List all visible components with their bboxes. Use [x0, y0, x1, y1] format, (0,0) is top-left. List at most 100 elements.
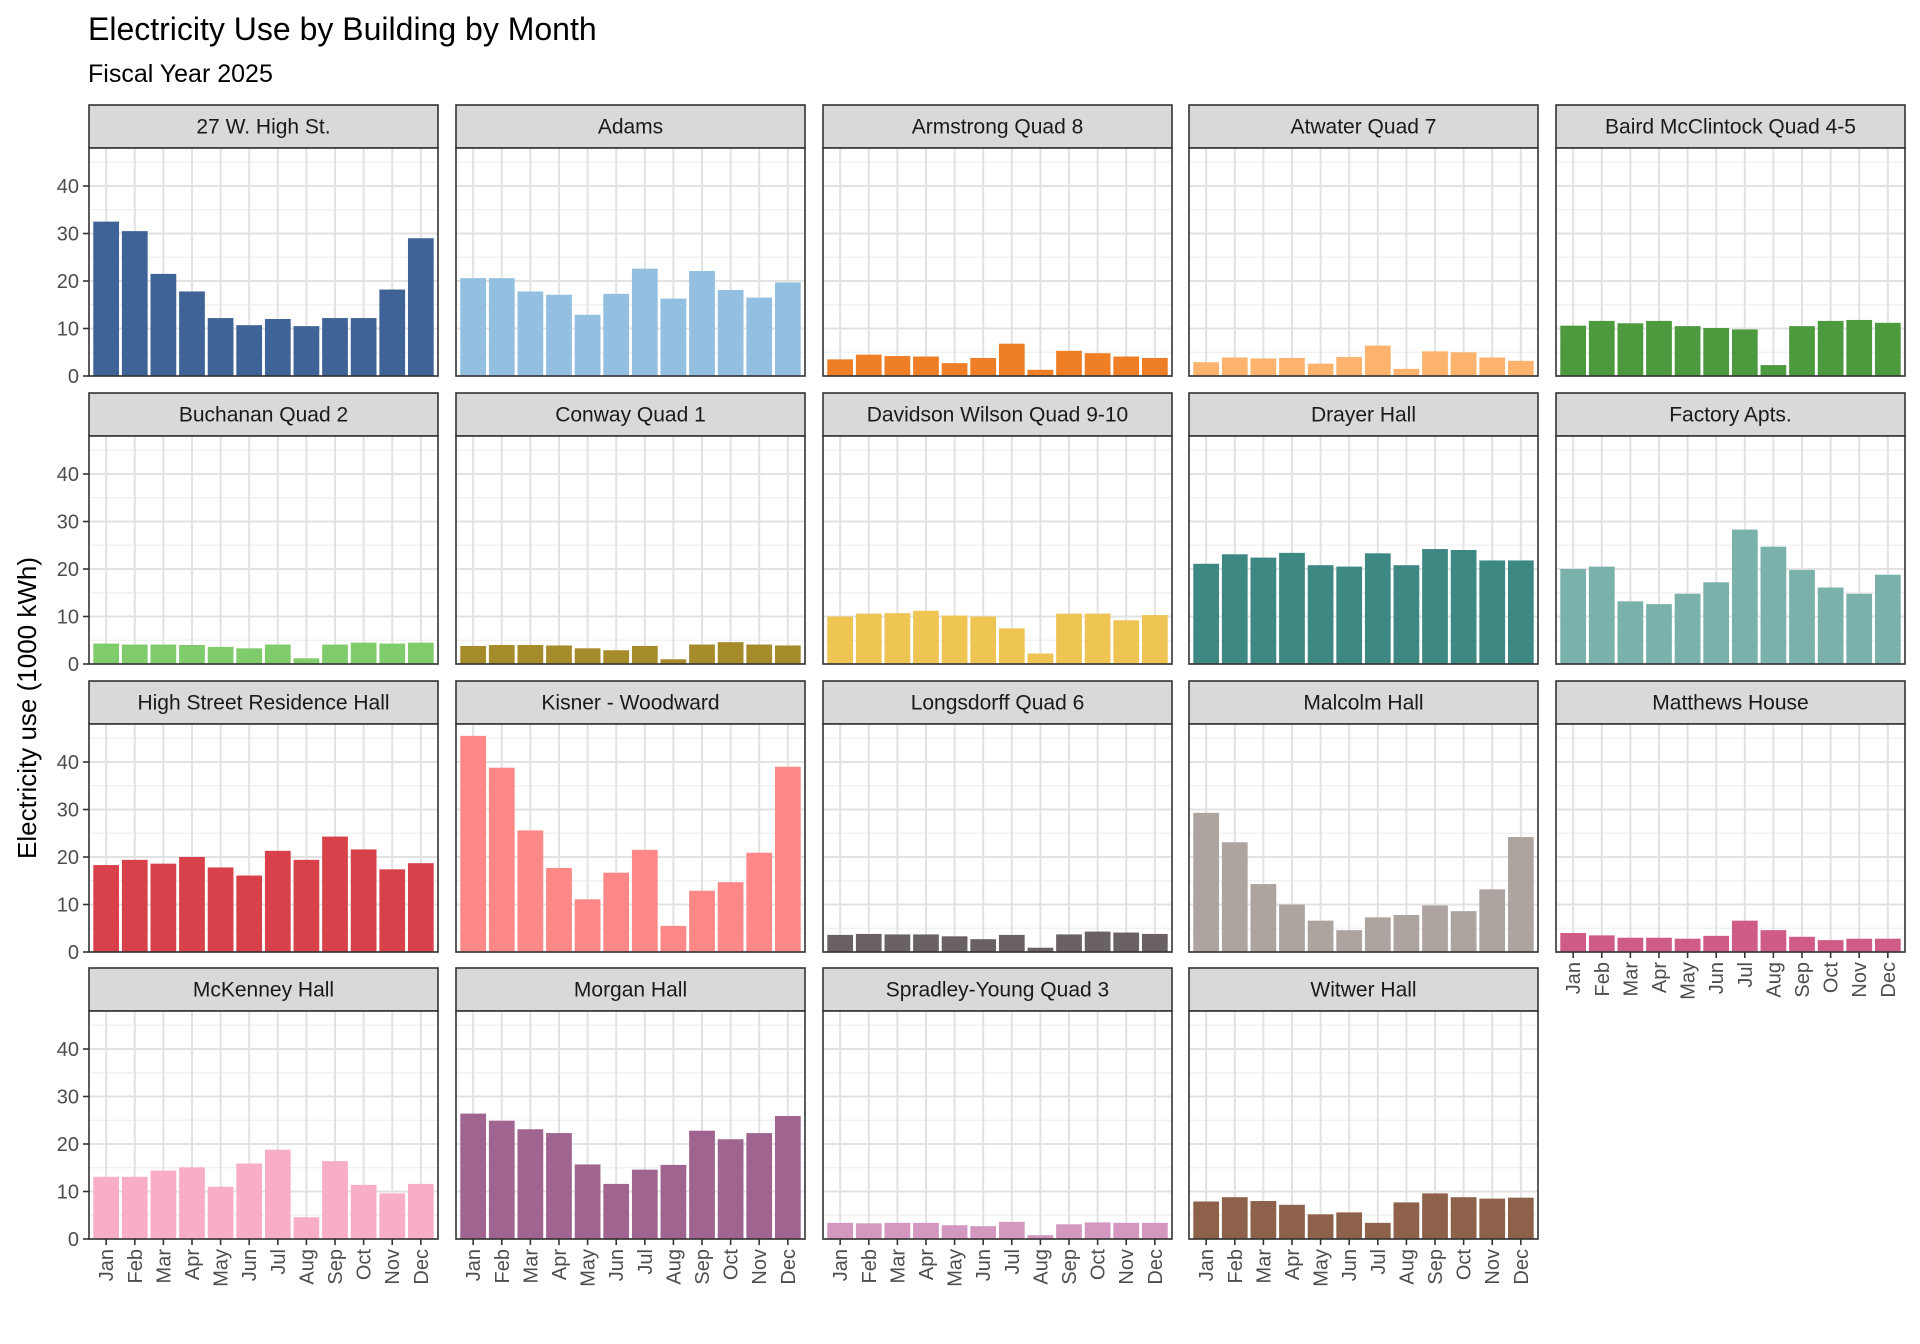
bar-witwer-hall-nov	[1479, 1198, 1506, 1239]
bar-kisner-woodward-feb	[488, 767, 515, 952]
facet-panel-high-street-residence-hall: High Street Residence Hall 0 10 20 30 40	[57, 680, 439, 964]
bar-matthews-house-may	[1674, 938, 1701, 952]
panel-border	[88, 1010, 439, 1240]
bar-baird-mcclintock-quad-4-5-apr	[1646, 320, 1672, 376]
panel-border	[822, 435, 1173, 665]
bar-witwer-hall-jul	[1364, 1222, 1391, 1239]
bar-factory-apts-nov	[1846, 593, 1873, 664]
facet-panel-conway-quad-1: Conway Quad 1	[455, 392, 806, 665]
x-tick-label: Dec	[1878, 962, 1900, 998]
bar-longsdorff-quad-6-nov	[1113, 932, 1140, 952]
bar-morgan-hall-apr	[546, 1133, 572, 1239]
bar-longsdorff-quad-6-apr	[913, 934, 939, 952]
facet-panel-matthews-house: Matthews House Jan Feb Mar Apr May Jun Jul Aug Se…	[1555, 680, 1906, 1000]
panel-border	[88, 435, 439, 665]
bar-atwater-quad-7-apr	[1279, 357, 1305, 376]
bar-matthews-house-nov	[1846, 938, 1873, 952]
y-tick-label: 20	[57, 271, 79, 293]
bar-27-w-high-st-dec	[407, 238, 434, 376]
panel-background	[1556, 724, 1905, 952]
bar-baird-mcclintock-quad-4-5-sep	[1789, 326, 1815, 376]
bar-longsdorff-quad-6-oct	[1084, 931, 1111, 952]
x-tick-label: Feb	[859, 1249, 881, 1283]
bar-high-street-residence-hall-may	[207, 867, 234, 952]
bar-27-w-high-st-may	[207, 318, 234, 376]
panel-border	[822, 1010, 1173, 1240]
bar-adams-dec	[774, 282, 801, 376]
bar-morgan-hall-dec	[774, 1115, 801, 1239]
facet-panel-kisner-woodward: Kisner - Woodward	[455, 680, 806, 953]
bar-buchanan-quad-2-apr	[179, 645, 205, 664]
bar-factory-apts-jan	[1560, 569, 1587, 664]
y-tick-label: 0	[68, 1229, 79, 1251]
bar-armstrong-quad-8-nov	[1113, 356, 1140, 376]
facet-strip-label: High Street Residence Hall	[137, 692, 389, 715]
facet-panel-davidson-wilson-quad-9-10: Davidson Wilson Quad 9-10	[822, 392, 1173, 665]
y-tick-label: 30	[57, 800, 79, 822]
facet-strip-label: Conway Quad 1	[555, 404, 706, 427]
bar-witwer-hall-apr	[1279, 1204, 1305, 1239]
bar-high-street-residence-hall-sep	[322, 836, 348, 952]
panel-border	[1188, 435, 1539, 665]
facet-panel-drayer-hall: Drayer Hall	[1188, 392, 1539, 665]
x-tick-label: Apr	[1649, 962, 1671, 993]
facet-strip	[1555, 104, 1906, 149]
x-tick-label: Oct	[721, 1249, 743, 1281]
bar-armstrong-quad-8-sep	[1056, 350, 1082, 376]
bar-factory-apts-feb	[1588, 566, 1615, 664]
x-tick-label: Oct	[1088, 1249, 1110, 1281]
x-tick-label: Jun	[1339, 1249, 1361, 1281]
facet-strip-label: Kisner - Woodward	[541, 692, 719, 715]
facet-strip-label: Factory Apts.	[1669, 404, 1792, 427]
bar-adams-sep	[689, 271, 715, 376]
bar-conway-quad-1-jan	[460, 645, 487, 664]
x-tick-label: Sep	[1059, 1249, 1081, 1285]
x-tick-label: Nov	[1116, 1249, 1138, 1285]
panel-border	[822, 723, 1173, 953]
chart-subtitle: Fiscal Year 2025	[88, 60, 273, 88]
bar-malcolm-hall-mar	[1250, 884, 1277, 952]
bar-high-street-residence-hall-mar	[150, 863, 177, 952]
bar-conway-quad-1-may	[574, 648, 601, 664]
x-tick-label: Feb	[1225, 1249, 1247, 1283]
facet-strip-label: Adams	[598, 116, 663, 139]
bar-spradley-young-quad-3-jan	[827, 1222, 854, 1239]
bar-witwer-hall-sep	[1422, 1193, 1448, 1239]
bar-malcolm-hall-apr	[1279, 904, 1305, 952]
bar-factory-apts-oct	[1817, 587, 1844, 664]
bar-davidson-wilson-quad-9-10-mar	[884, 613, 911, 664]
bar-27-w-high-st-nov	[379, 289, 406, 376]
bar-baird-mcclintock-quad-4-5-jul	[1731, 329, 1758, 376]
bar-atwater-quad-7-jan	[1193, 362, 1220, 376]
bar-high-street-residence-hall-jan	[93, 865, 120, 952]
facet-strip	[1555, 392, 1906, 437]
bar-conway-quad-1-sep	[689, 644, 715, 664]
bar-kisner-woodward-sep	[689, 890, 715, 952]
bar-morgan-hall-jun	[603, 1183, 630, 1239]
bar-adams-feb	[488, 278, 515, 376]
x-tick-label: Sep	[325, 1249, 347, 1285]
x-tick-label: Dec	[778, 1249, 800, 1285]
bar-conway-quad-1-apr	[546, 645, 572, 664]
bar-baird-mcclintock-quad-4-5-nov	[1846, 319, 1873, 376]
bar-drayer-hall-feb	[1221, 554, 1248, 664]
panel-border	[822, 147, 1173, 377]
bar-factory-apts-mar	[1617, 601, 1644, 664]
x-tick-label: Aug	[663, 1249, 685, 1285]
bar-witwer-hall-may	[1307, 1214, 1334, 1239]
x-tick-label: Dec	[411, 1249, 433, 1285]
bar-malcolm-hall-may	[1307, 920, 1334, 952]
x-tick-label: Feb	[492, 1249, 514, 1283]
bar-spradley-young-quad-3-mar	[884, 1222, 911, 1239]
facet-strip	[455, 392, 806, 437]
y-tick-label: 0	[68, 366, 79, 388]
bar-armstrong-quad-8-dec	[1141, 357, 1168, 376]
bar-kisner-woodward-jan	[460, 735, 487, 952]
bar-drayer-hall-oct	[1450, 550, 1477, 664]
bar-matthews-house-dec	[1874, 938, 1901, 952]
x-tick-label: May	[578, 1249, 600, 1287]
bar-spradley-young-quad-3-aug	[1027, 1235, 1054, 1239]
facet-strip	[822, 104, 1173, 149]
x-tick-label: Mar	[520, 1249, 542, 1284]
bar-longsdorff-quad-6-feb	[855, 933, 882, 952]
